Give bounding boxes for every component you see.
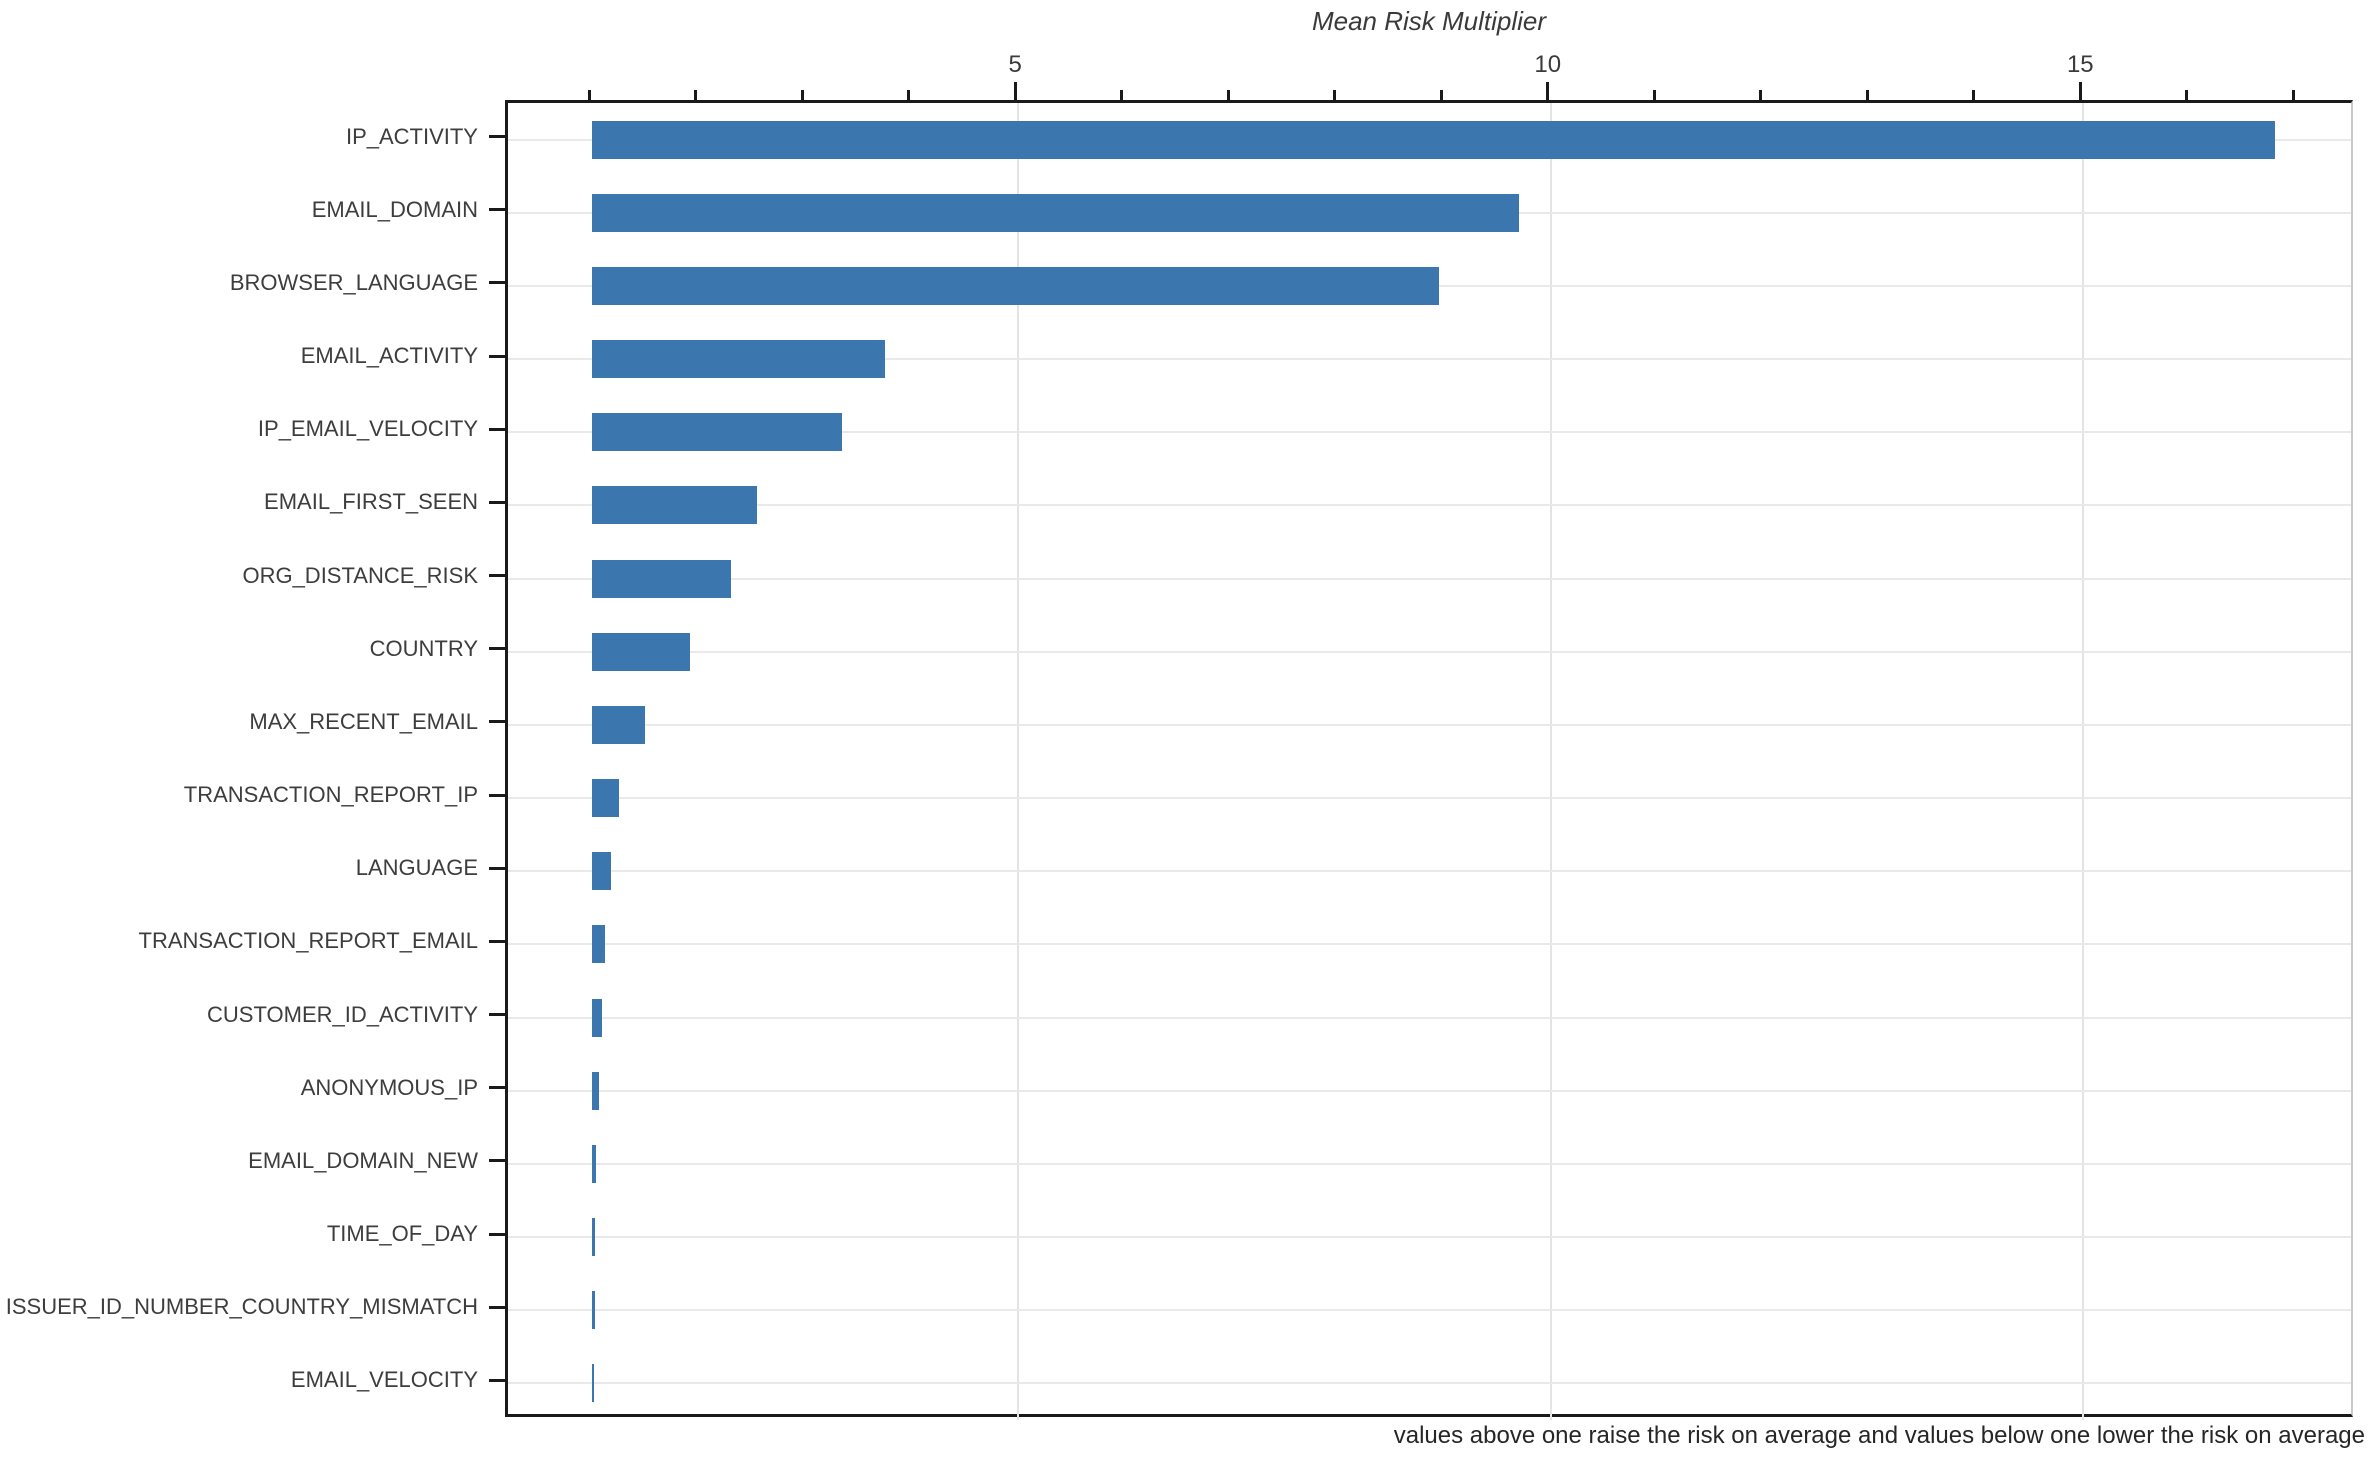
bar-language xyxy=(592,852,612,891)
y-tick-label: BROWSER_LANGUAGE xyxy=(229,269,478,295)
x-major-tick xyxy=(1013,82,1017,100)
x-minor-tick xyxy=(1759,90,1763,100)
x-minor-tick xyxy=(1972,90,1976,100)
y-gridline xyxy=(508,1236,2351,1239)
y-tick-label: ORG_DISTANCE_RISK xyxy=(242,562,478,588)
bar-anonymous_ip xyxy=(592,1071,599,1110)
y-tick-label: EMAIL_ACTIVITY xyxy=(300,343,478,369)
y-gridline xyxy=(508,1016,2351,1019)
y-gridline xyxy=(508,723,2351,726)
bar-country xyxy=(592,632,691,671)
y-gridline xyxy=(508,870,2351,873)
y-tick xyxy=(489,135,505,139)
x-minor-tick xyxy=(907,90,911,100)
x-tick-label: 15 xyxy=(2066,51,2094,78)
bar-browser_language xyxy=(592,266,1439,305)
chart-title: Mean Risk Multiplier xyxy=(1311,6,1547,36)
x-major-tick xyxy=(2078,82,2082,100)
y-tick-label: ANONYMOUS_IP xyxy=(300,1074,478,1100)
y-tick-label: MAX_RECENT_EMAIL xyxy=(249,708,478,734)
y-tick-label: TIME_OF_DAY xyxy=(326,1221,478,1247)
y-gridline xyxy=(508,577,2351,580)
y-gridline xyxy=(508,1309,2351,1312)
bar-customer_id_activity xyxy=(592,998,602,1037)
y-tick-label: ISSUER_ID_NUMBER_COUNTRY_MISMATCH xyxy=(5,1294,478,1320)
x-tick-label: 10 xyxy=(1534,51,1562,78)
y-tick xyxy=(489,354,505,358)
x-minor-tick xyxy=(1333,90,1337,100)
y-tick xyxy=(489,939,505,943)
bar-email_activity xyxy=(592,340,886,379)
bar-email_domain_new xyxy=(592,1144,597,1183)
y-tick xyxy=(489,1159,505,1163)
y-tick xyxy=(489,720,505,724)
y-tick-label: TRANSACTION_REPORT_EMAIL xyxy=(138,928,478,954)
y-tick-label: TRANSACTION_REPORT_IP xyxy=(183,782,478,808)
x-minor-tick xyxy=(800,90,804,100)
bar-email_first_seen xyxy=(592,486,758,525)
bar-transaction_report_ip xyxy=(592,779,619,818)
x-minor-tick xyxy=(1226,90,1230,100)
y-tick-label: EMAIL_VELOCITY xyxy=(290,1367,478,1393)
y-tick-label: EMAIL_DOMAIN xyxy=(311,196,478,222)
y-tick xyxy=(489,1013,505,1017)
y-tick-label: LANGUAGE xyxy=(355,855,478,881)
y-tick xyxy=(489,866,505,870)
x-minor-tick xyxy=(1652,90,1656,100)
y-tick xyxy=(489,1086,505,1090)
y-tick xyxy=(489,208,505,212)
x-minor-tick xyxy=(1865,90,1869,100)
y-gridline xyxy=(508,1382,2351,1385)
y-tick xyxy=(489,793,505,797)
y-tick-label: EMAIL_FIRST_SEEN xyxy=(264,489,478,515)
x-gridline xyxy=(1017,103,1020,1420)
y-tick xyxy=(489,1232,505,1236)
y-tick-label: IP_ACTIVITY xyxy=(345,123,478,149)
bar-email_domain xyxy=(592,193,1519,232)
x-gridline xyxy=(2082,103,2085,1420)
bar-email_velocity xyxy=(592,1364,594,1403)
chart-footnote: values above one raise the risk on avera… xyxy=(1393,1422,2365,1449)
bar-issuer_id_number_country_mismatch xyxy=(592,1291,595,1330)
bar-ip_activity xyxy=(592,120,2276,159)
y-gridline xyxy=(508,1162,2351,1165)
bar-org_distance_risk xyxy=(592,559,731,598)
y-gridline xyxy=(508,431,2351,434)
y-tick xyxy=(489,281,505,285)
y-tick xyxy=(489,1305,505,1309)
y-gridline xyxy=(508,504,2351,507)
y-gridline xyxy=(508,1089,2351,1092)
bar-ip_email_velocity xyxy=(592,413,843,452)
x-gridline xyxy=(1549,103,1552,1420)
x-tick-label: 5 xyxy=(1008,51,1022,78)
y-tick-label: COUNTRY xyxy=(369,635,478,661)
y-tick xyxy=(489,647,505,651)
y-gridline xyxy=(508,650,2351,653)
y-tick xyxy=(489,427,505,431)
bar-max_recent_email xyxy=(592,705,646,744)
y-tick xyxy=(489,574,505,578)
x-minor-tick xyxy=(1120,90,1124,100)
y-gridline xyxy=(508,358,2351,361)
bar-time_of_day xyxy=(592,1218,596,1257)
y-tick-label: IP_EMAIL_VELOCITY xyxy=(257,416,478,442)
y-tick xyxy=(489,1378,505,1382)
y-tick xyxy=(489,500,505,504)
y-gridline xyxy=(508,797,2351,800)
x-major-tick xyxy=(1546,82,1550,100)
y-gridline xyxy=(508,943,2351,946)
x-minor-tick xyxy=(2291,90,2295,100)
y-tick-label: CUSTOMER_ID_ACTIVITY xyxy=(207,1001,478,1027)
x-minor-tick xyxy=(1439,90,1443,100)
bar-transaction_report_email xyxy=(592,925,605,964)
x-minor-tick xyxy=(2185,90,2189,100)
x-minor-tick xyxy=(587,90,591,100)
plot-area xyxy=(505,100,2353,1420)
x-minor-tick xyxy=(694,90,698,100)
y-tick-label: EMAIL_DOMAIN_NEW xyxy=(248,1147,478,1173)
